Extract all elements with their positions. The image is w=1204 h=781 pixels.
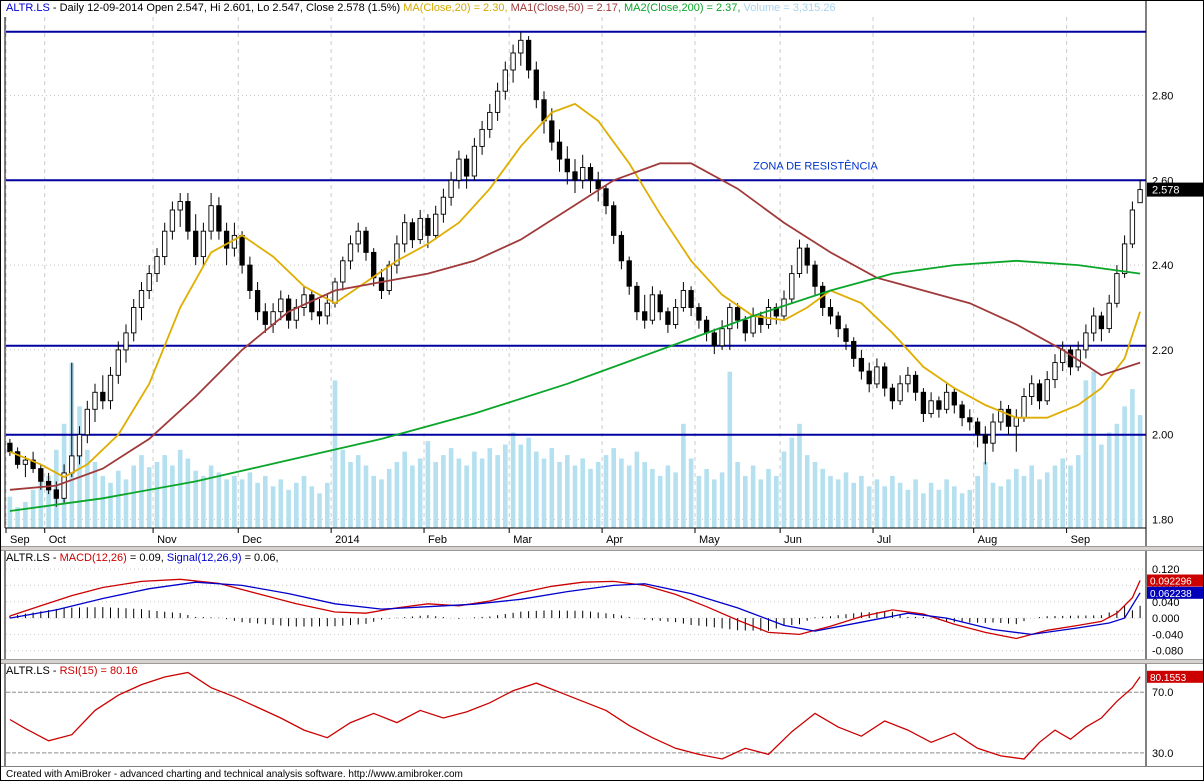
ma20-line [9, 102, 1141, 479]
panel-splitter[interactable] [1, 659, 1203, 664]
ma200-line [9, 259, 1141, 512]
svg-text:80.1553: 80.1553 [1150, 673, 1187, 684]
rsi-chart[interactable]: 70.0 30.0 80.1553 [1, 664, 1204, 766]
resistance-zone-label: ZONA DE RESISTÊNCIA [753, 160, 878, 173]
panel-splitter[interactable] [1, 546, 1203, 551]
macd-panel: ALTR.LS - MACD(12,26) = 0.09, Signal(12,… [1, 551, 1204, 659]
svg-text:Mar: Mar [513, 534, 532, 546]
svg-text:Jun: Jun [784, 534, 802, 546]
candles [7, 31, 1143, 507]
svg-text:2.20: 2.20 [1152, 345, 1173, 357]
macd-line-value-tag: 0.092296 [1147, 574, 1203, 588]
rsi-panel: ALTR.LS - RSI(15) = 80.16 70.0 30.0 80.155… [1, 664, 1204, 766]
signal-line [9, 581, 1141, 636]
svg-text:0.040: 0.040 [1152, 597, 1180, 609]
svg-text:-0.080: -0.080 [1152, 646, 1183, 658]
rsi-line-value-tag: 80.1553 [1147, 670, 1203, 684]
svg-text:2.00: 2.00 [1152, 430, 1173, 442]
svg-text:-0.040: -0.040 [1152, 629, 1183, 641]
macd-chart[interactable]: 0.1200.0800.0400.000-0.040-0.0800.092296… [1, 551, 1204, 659]
svg-text:Sep: Sep [10, 534, 30, 546]
volume-bars [7, 363, 1143, 528]
svg-text:30.0: 30.0 [1152, 748, 1173, 760]
price-levels [6, 30, 1146, 436]
signal-line-value-tag: 0.062238 [1147, 586, 1203, 600]
svg-text:0.120: 0.120 [1152, 564, 1180, 576]
rsi-chart-axis-labels: 70.0 30.0 [1152, 687, 1173, 760]
last-price-tag: 2.578 [1147, 182, 1203, 197]
svg-text:70.0: 70.0 [1152, 687, 1173, 699]
macd-line [9, 578, 1141, 640]
macd-chart-grid [6, 568, 1146, 652]
ma50-line [9, 162, 1141, 491]
rsi-chart-grid [6, 691, 1146, 754]
svg-text:0.092296: 0.092296 [1150, 577, 1192, 588]
rsi-line [9, 671, 1141, 760]
svg-text:2.578: 2.578 [1152, 185, 1180, 197]
svg-text:Sep: Sep [1071, 534, 1091, 546]
price-axis-labels: 2.802.602.402.202.001.80 [1152, 90, 1173, 526]
footer-credit: Created with AmiBroker - advanced charti… [1, 766, 1203, 780]
svg-text:Apr: Apr [606, 534, 623, 546]
svg-text:Aug: Aug [978, 534, 998, 546]
svg-text:Oct: Oct [49, 534, 66, 546]
price-panel: ALTR.LS - Daily 12-09-2014 Open 2.547, H… [1, 1, 1204, 546]
svg-text:Feb: Feb [428, 534, 447, 546]
svg-text:2.40: 2.40 [1152, 260, 1173, 272]
svg-text:Jul: Jul [877, 534, 891, 546]
svg-text:2014: 2014 [335, 534, 359, 546]
svg-text:Dec: Dec [242, 534, 262, 546]
price-chart[interactable]: ZONA DE RESISTÊNCIA2.802.602.402.202.001… [1, 1, 1204, 546]
svg-text:0.000: 0.000 [1152, 613, 1180, 625]
svg-text:1.80: 1.80 [1152, 515, 1173, 527]
svg-text:0.062238: 0.062238 [1150, 589, 1192, 600]
svg-text:May: May [699, 534, 720, 546]
date-axis-labels: Sep Oct Nov Dec 2014 Feb Mar Apr May Jun Jul Aug Sep [5, 528, 1091, 546]
price-gridlines [5, 17, 1146, 528]
svg-text:Nov: Nov [157, 534, 177, 546]
svg-text:2.80: 2.80 [1152, 90, 1173, 102]
